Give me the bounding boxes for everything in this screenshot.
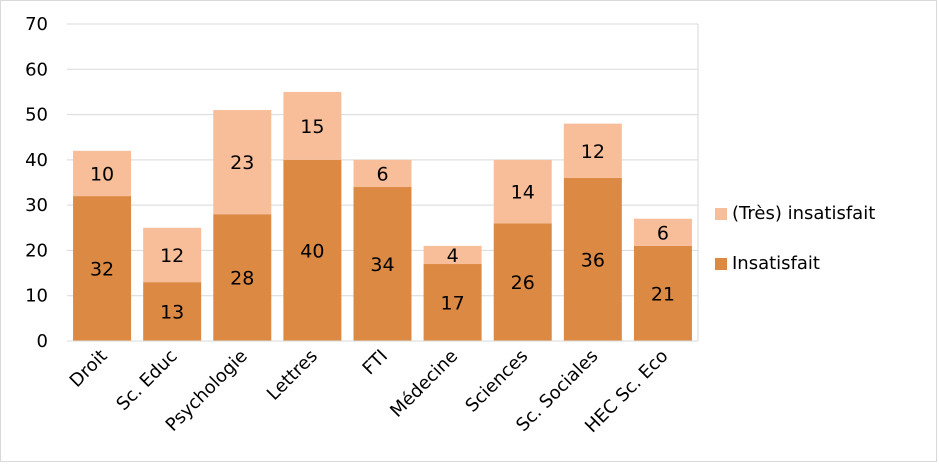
data-label: 12 [581,141,605,163]
legend-label: Insatisfait [732,253,820,274]
data-label: 34 [370,254,394,276]
data-label: 32 [90,259,114,281]
data-label: 17 [441,293,465,315]
x-tick-label: FTI [359,346,392,379]
y-tick-label: 40 [25,150,48,171]
bar-segment-tres-insatisfait [73,150,132,197]
bar-segment-tres-insatisfait [353,159,412,188]
data-label: 13 [160,302,184,324]
bar-segment-tres-insatisfait [143,227,202,283]
legend-swatch [715,258,727,270]
bar-segment-tres-insatisfait [423,245,482,265]
y-tick-label: 10 [25,286,48,307]
data-labels: 32 10 13 12 28 23 40 15 34 6 17 4 26 14 36 12 21 6 [90,116,675,324]
bar-segment-tres-insatisfait [633,218,692,246]
x-tick-label: Sc. Educ [112,346,181,415]
bar-segment-insatisfait [213,214,272,341]
bar-segment-insatisfait [633,245,692,341]
data-label: 40 [300,240,324,262]
bar-segment-insatisfait [423,264,482,341]
y-tick-label: 0 [37,331,48,352]
bar-segment-insatisfait [353,187,412,341]
data-label: 12 [160,245,184,267]
bar-segment-insatisfait [493,223,552,341]
bar-segment-insatisfait [283,159,342,341]
legend-label: (Très) insatisfait [732,203,875,224]
y-tick-label: 50 [25,105,48,126]
data-label: 15 [300,116,324,138]
bar-segment-insatisfait [73,196,132,341]
legend-swatch [715,208,727,220]
x-tick-label: Sciences [461,346,532,417]
bar-segment-tres-insatisfait [213,110,272,215]
data-label: 23 [230,152,254,174]
bar-segment-tres-insatisfait [563,123,622,178]
legend: (Très) insatisfait Insatisfait [715,203,875,274]
y-tick-label: 30 [25,195,48,216]
bar-segment-insatisfait [143,282,202,341]
data-label: 28 [230,268,254,290]
data-label: 36 [581,249,605,271]
bar-segment-insatisfait [563,177,622,341]
data-label: 6 [376,163,388,185]
data-label: 14 [511,182,535,204]
bar-segment-tres-insatisfait [493,159,552,224]
data-label: 26 [511,272,535,294]
data-label: 6 [657,222,669,244]
data-label: 10 [90,163,114,185]
bars [73,91,692,341]
x-tick-label: Droit [66,346,112,392]
y-tick-label: 20 [25,240,48,261]
y-tick-label: 70 [25,14,48,35]
data-label: 21 [651,283,675,305]
y-tick-label: 60 [25,59,48,80]
x-tick-label: Médecine [386,346,462,422]
x-tick-label: Lettres [263,346,322,405]
bar-segment-tres-insatisfait [283,91,342,160]
data-label: 4 [447,245,459,267]
